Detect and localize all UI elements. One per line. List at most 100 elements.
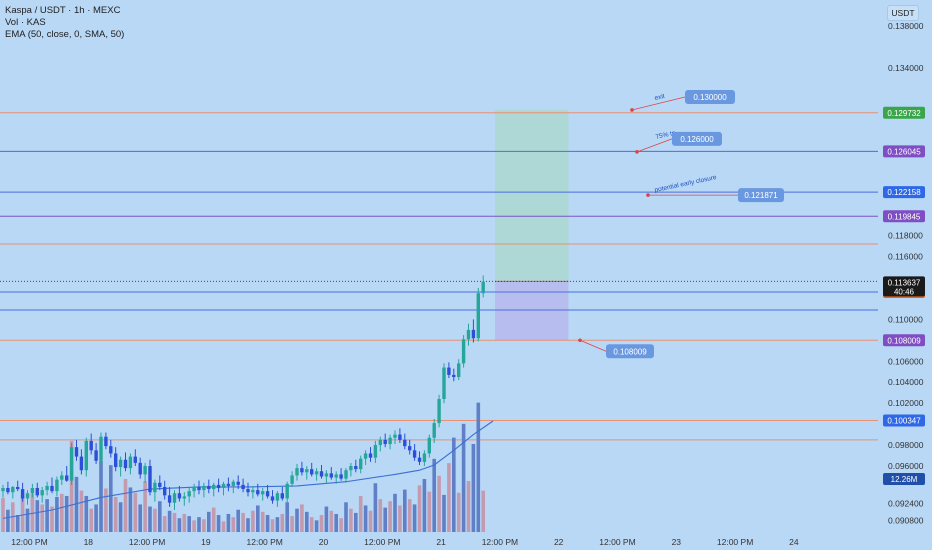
- volume-bar: [280, 513, 285, 532]
- candle: [177, 485, 182, 502]
- candle: [1, 484, 5, 498]
- volume-bar: [64, 495, 69, 532]
- volume-bar: [177, 518, 182, 532]
- time-tick-label: 20: [319, 537, 329, 547]
- volume-bar: [69, 440, 74, 532]
- price-tick-label: 0.096000: [888, 461, 924, 471]
- candle: [383, 433, 387, 448]
- candle-body: [270, 496, 275, 501]
- ema-line: [2, 420, 494, 519]
- ema-indicator-label[interactable]: EMA (50, close, 0, SMA, 50): [5, 29, 125, 40]
- volume-bar: [74, 476, 79, 532]
- candle: [378, 436, 382, 452]
- candle-body: [45, 485, 49, 491]
- candle-body: [241, 484, 245, 490]
- volume-bar: [260, 511, 265, 532]
- volume-bar: [25, 508, 30, 532]
- volume-bar: [324, 506, 329, 532]
- candle-body: [16, 486, 20, 490]
- candle: [226, 477, 231, 492]
- candle-body: [202, 485, 206, 491]
- price-tick-label: 0.102000: [888, 398, 924, 408]
- candle-body: [89, 440, 93, 451]
- candle-body: [457, 363, 461, 378]
- volume-bar: [172, 512, 177, 532]
- time-tick-label: 24: [789, 537, 799, 547]
- volume-bar: [84, 495, 89, 532]
- candle: [153, 479, 157, 502]
- candle-body: [182, 496, 186, 499]
- candle: [363, 450, 368, 465]
- volume-bar: [383, 507, 387, 532]
- volume-bar: [466, 481, 471, 532]
- time-axis: [0, 532, 932, 550]
- candle-body: [84, 440, 88, 471]
- volume-bar: [305, 511, 309, 532]
- candle-body: [329, 473, 333, 478]
- candle: [192, 483, 196, 498]
- price-tick-label: 0.090800: [888, 515, 924, 525]
- candle-body: [138, 462, 142, 475]
- candle: [290, 471, 294, 487]
- volume-bar: [285, 502, 289, 532]
- candle: [109, 439, 113, 458]
- candle-body: [324, 473, 329, 477]
- candle: [167, 486, 172, 507]
- candle: [236, 475, 240, 490]
- candle: [89, 433, 93, 455]
- volume-bar: [256, 505, 260, 532]
- annotation: 0.108009: [578, 338, 654, 359]
- candle: [143, 462, 147, 483]
- time-tick-label: 19: [201, 537, 211, 547]
- candle-body: [177, 493, 182, 499]
- price-tick-label: 0.116000: [888, 252, 923, 262]
- volume-bar: [378, 499, 383, 532]
- volume-bar: [407, 499, 412, 532]
- candle: [285, 481, 289, 503]
- candle-body: [295, 468, 299, 476]
- volume-bar: [113, 497, 118, 532]
- symbol-title[interactable]: Kaspa / USDT · 1h · MEXC: [5, 5, 121, 16]
- candle: [319, 464, 324, 479]
- candle-body: [363, 453, 368, 459]
- price-badge-label: 0.119845: [888, 212, 921, 221]
- candle: [256, 483, 260, 497]
- annotation-pointer: [631, 96, 686, 111]
- time-tick-label: 12:00 PM: [599, 537, 635, 547]
- candle-body: [128, 456, 133, 469]
- volume-badge: [883, 473, 925, 485]
- volume-bar: [20, 494, 25, 532]
- candle: [368, 447, 373, 462]
- volume-bar: [275, 517, 280, 532]
- candle: [334, 471, 338, 484]
- candle: [133, 449, 137, 467]
- time-tick-label: 22: [554, 537, 564, 547]
- volume-bar: [403, 489, 407, 532]
- volume-bar: [109, 465, 113, 532]
- price-tick-label: 0.104000: [888, 377, 924, 387]
- volume-bar: [128, 487, 133, 532]
- candle-body: [221, 483, 226, 489]
- volume-indicator-label[interactable]: Vol · KAS: [5, 17, 46, 28]
- candle: [6, 481, 10, 495]
- volume-bar: [388, 501, 392, 532]
- candle-body: [74, 447, 79, 457]
- candle-body: [471, 329, 476, 339]
- volume-bar: [221, 521, 226, 532]
- candle-body: [212, 484, 216, 490]
- candle-body: [167, 495, 172, 503]
- candle: [241, 478, 245, 493]
- volume-bar: [373, 483, 378, 532]
- volume-bar: [358, 495, 363, 532]
- currency-badge[interactable]: USDT: [887, 5, 919, 21]
- candle: [74, 439, 79, 461]
- volume-bar: [476, 402, 481, 532]
- volume-bar: [182, 513, 187, 532]
- volume-bar: [192, 520, 196, 532]
- candle-body: [109, 446, 113, 454]
- price-badge-label: 0.129732: [887, 109, 921, 118]
- candle-body: [378, 439, 382, 446]
- candle-body: [354, 466, 358, 470]
